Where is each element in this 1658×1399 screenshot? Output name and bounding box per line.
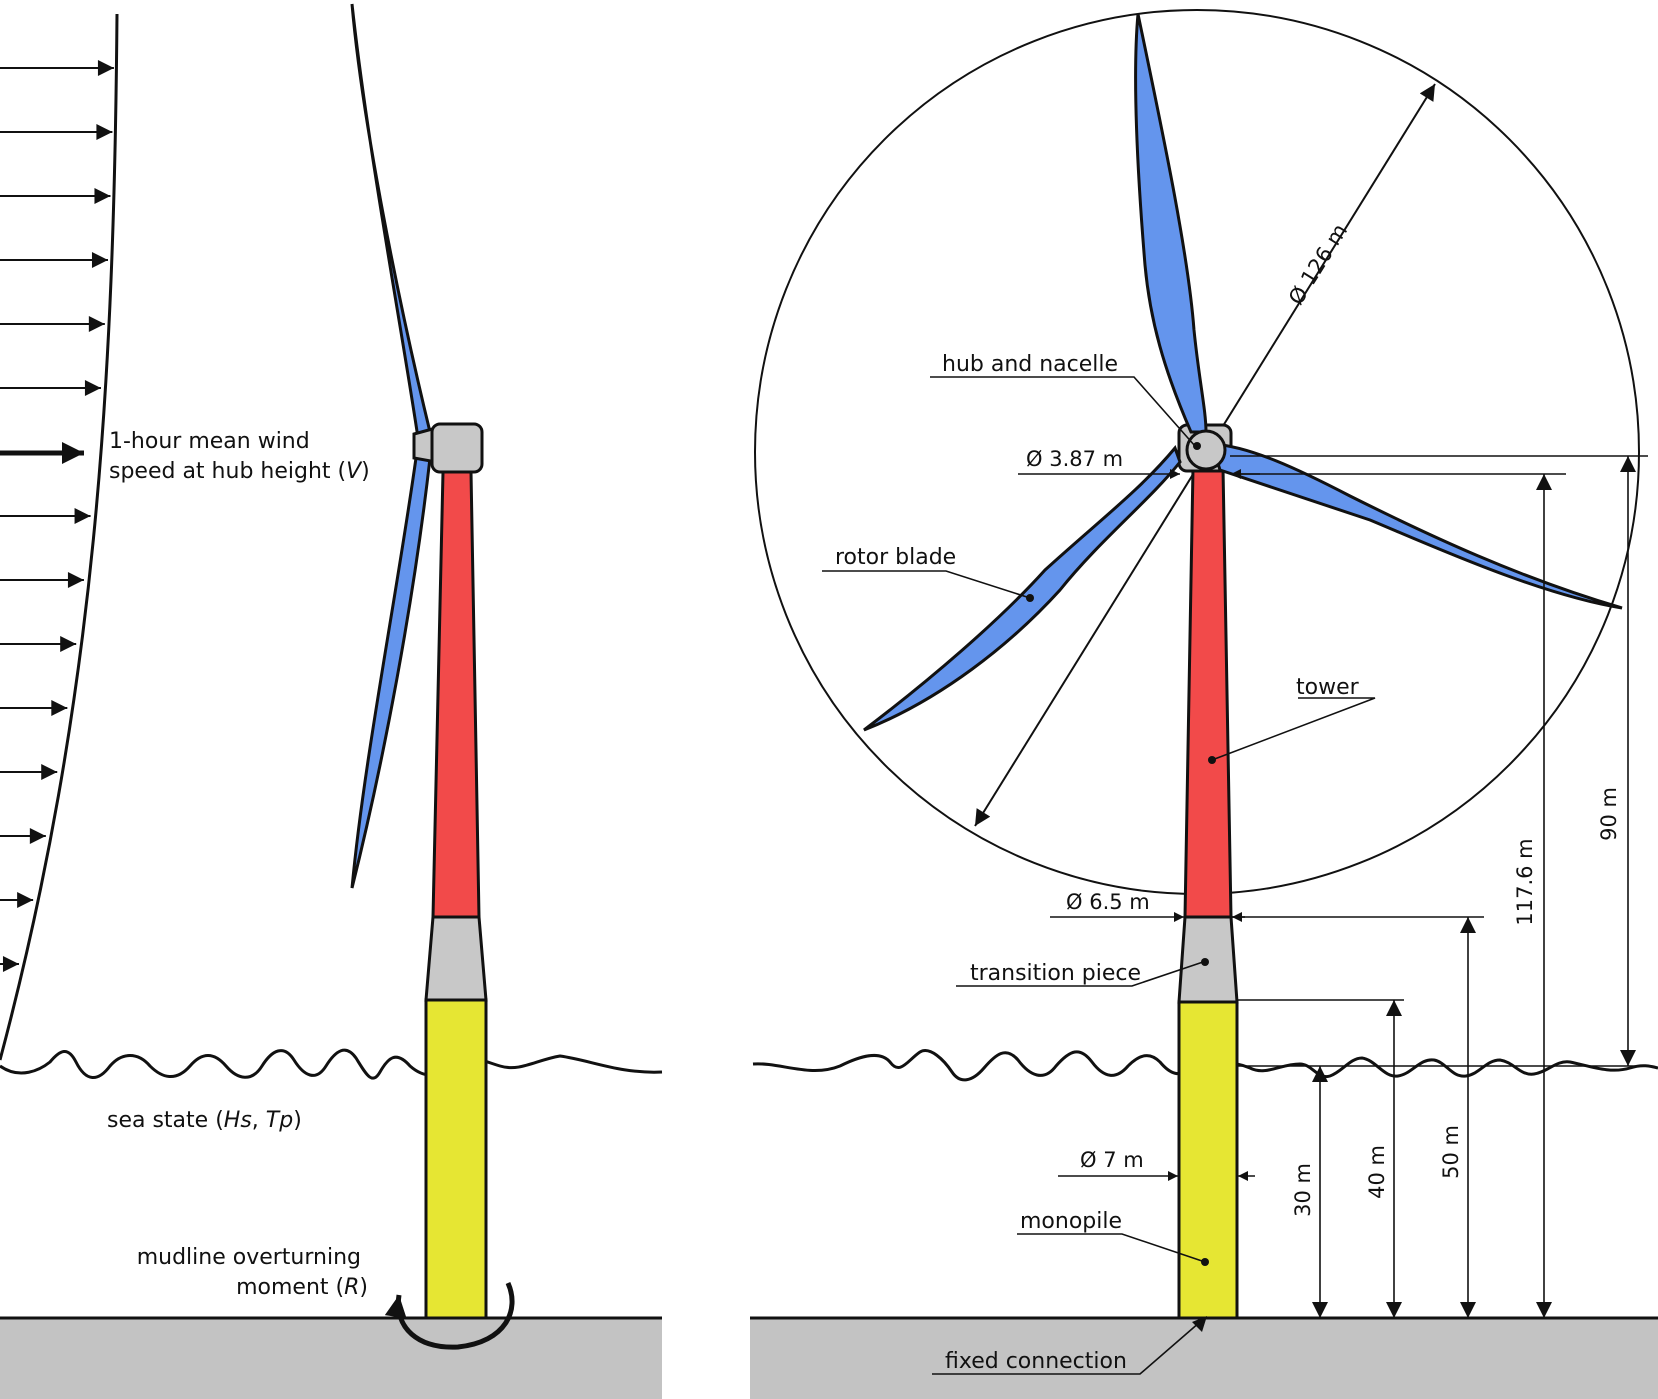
blade-front-right: [1209, 442, 1623, 610]
hub-and-nacelle-label: hub and nacelle: [942, 352, 1118, 377]
monopile-label: monopile: [1020, 1209, 1122, 1234]
wind-speed-label: 1-hour mean wind speed at hub height (V): [109, 429, 370, 484]
blade-front-up: [1134, 13, 1208, 434]
rotor-diameter-label: Ø 126 m: [1284, 220, 1352, 309]
monopile-diameter-label: Ø 7 m: [1080, 1148, 1144, 1172]
fixed-connection-arrowhead: [1192, 1316, 1207, 1332]
seabed-left: [0, 1318, 662, 1399]
monopile-right: [1177, 1000, 1239, 1320]
overturning-moment-label: mudline overturning moment (R): [137, 1245, 368, 1300]
sea-surface-left: [0, 1048, 663, 1080]
dimension-extension-lines: [1230, 455, 1648, 1067]
blade-side-lower: [350, 456, 432, 889]
wind-profile-arrows: [0, 60, 114, 972]
water-depth-label: 30 m: [1291, 1163, 1315, 1217]
hub-height-msl-label: 90 m: [1597, 787, 1621, 841]
sea-state-label: sea state (Hs, Tp): [107, 1108, 302, 1133]
monopile-left: [424, 998, 488, 1320]
fixed-connection-label: fixed connection: [945, 1349, 1127, 1374]
tower-left: [431, 470, 481, 919]
tower-base-diameter-label: Ø 6.5 m: [1066, 890, 1150, 914]
left-panel: 1-hour mean wind speed at hub height (V)…: [0, 3, 663, 1399]
hub-height-mudline-label: 117.6 m: [1513, 838, 1537, 925]
transition-piece-label: transition piece: [970, 961, 1141, 986]
tp-top-elevation-label: 50 m: [1439, 1125, 1463, 1179]
rotor-blade-label: rotor blade: [835, 545, 956, 570]
right-panel: hub and nacelle rotor blade tower transi…: [750, 9, 1658, 1399]
wind-profile-curve: [0, 13, 119, 1061]
blade-side-upper: [350, 3, 432, 441]
leader-dots: [1026, 442, 1216, 1266]
tp-bottom-elevation-label: 40 m: [1365, 1145, 1389, 1199]
seabed-right: [750, 1318, 1658, 1399]
blade-front-left: [863, 445, 1182, 732]
tower-label: tower: [1296, 675, 1360, 700]
nacelle-side: [430, 422, 484, 474]
vertical-dimension-lines: [1312, 456, 1636, 1318]
hub-diameter-label: Ø 3.87 m: [1026, 447, 1123, 471]
hub-front: [1185, 429, 1227, 471]
transition-piece-left: [424, 915, 488, 1002]
tower-right: [1183, 466, 1233, 919]
label-leaders: [822, 376, 1376, 1375]
overturning-moment-arrow: [384, 1281, 515, 1350]
